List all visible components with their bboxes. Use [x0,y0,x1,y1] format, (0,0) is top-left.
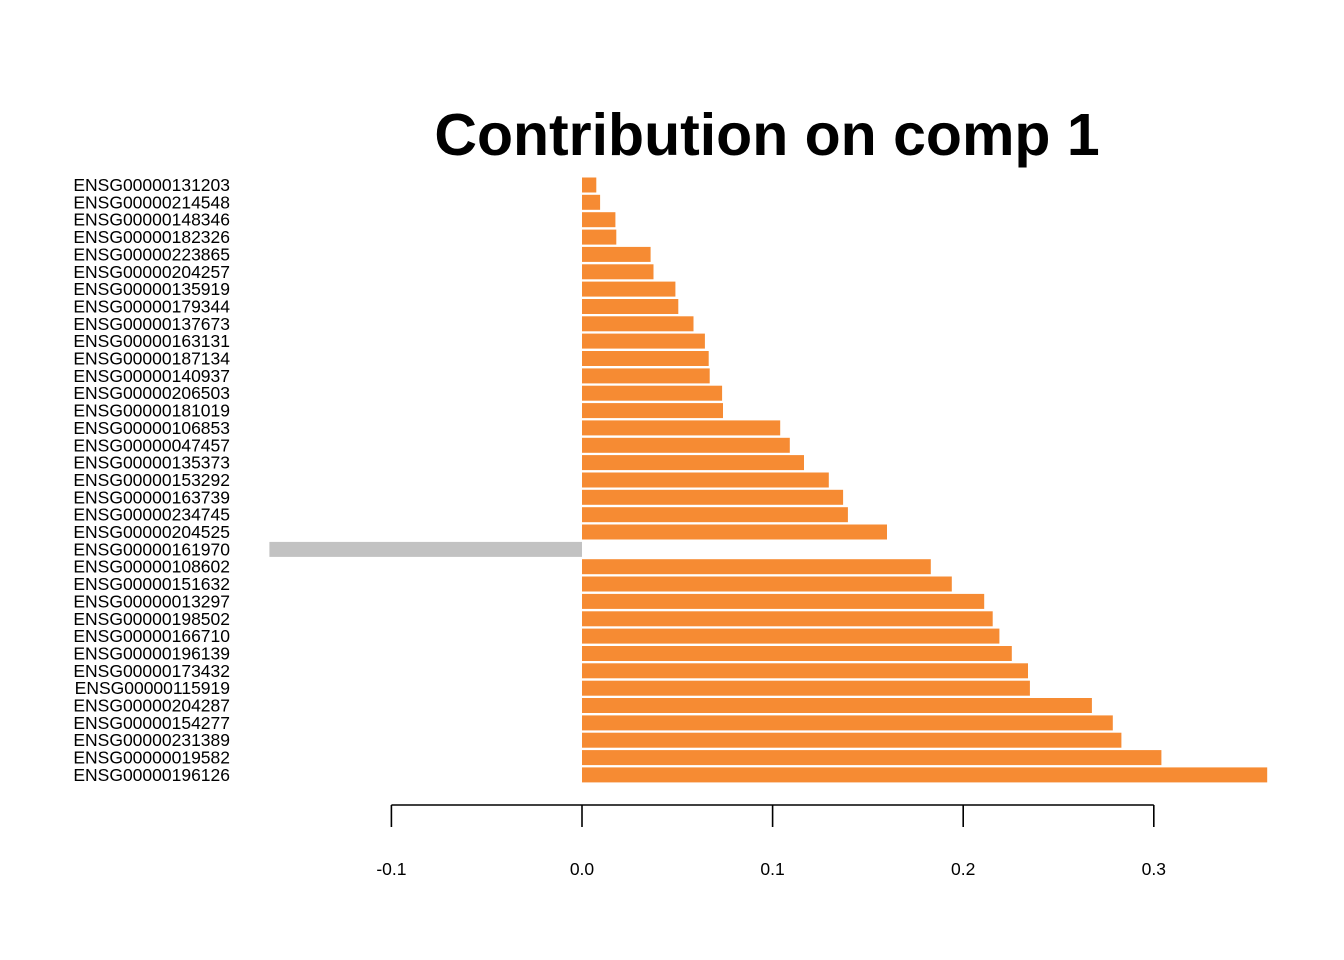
bar-ENSG00000187134 [582,351,709,366]
category-label: ENSG00000234745 [73,505,230,525]
bar-ENSG00000163131 [582,333,705,349]
category-label: ENSG00000154277 [73,713,230,733]
bar-ENSG00000135919 [582,281,676,297]
x-tick-label: -0.1 [376,859,406,879]
category-label: ENSG00000179344 [73,297,230,317]
category-label: ENSG00000196126 [73,765,230,785]
bar-ENSG00000151632 [582,576,952,592]
bar-ENSG00000223865 [582,246,651,262]
category-label: ENSG00000187134 [73,349,230,369]
category-label: ENSG00000198502 [73,609,230,629]
category-labels: ENSG00000131203ENSG00000214548ENSG000001… [73,175,230,785]
category-label: ENSG00000131203 [73,175,230,195]
category-label: ENSG00000137673 [73,314,230,334]
category-label: ENSG00000106853 [73,418,230,438]
bar-ENSG00000106853 [582,420,781,436]
category-label: ENSG00000181019 [73,401,230,421]
category-label: ENSG00000204287 [73,696,230,716]
category-label: ENSG00000140937 [73,366,230,386]
bar-ENSG00000013297 [582,593,985,609]
category-label: ENSG00000135919 [73,279,230,299]
bar-ENSG00000047457 [582,437,790,453]
bar-ENSG00000231389 [582,732,1122,748]
bar-ENSG00000019582 [582,750,1162,766]
bar-ENSG00000181019 [582,403,723,419]
category-label: ENSG00000013297 [73,591,230,611]
bar-ENSG00000204287 [582,698,1092,713]
x-tick-label: 0.1 [760,859,784,879]
bar-ENSG00000115919 [582,680,1030,696]
bar-ENSG00000204257 [582,264,654,280]
bar-ENSG00000166710 [582,628,1000,644]
bar-ENSG00000161970 [269,541,582,557]
chart-title: Contribution on comp 1 [434,102,1099,168]
bar-ENSG00000137673 [582,316,694,332]
category-label: ENSG00000204525 [73,522,230,542]
category-label: ENSG00000166710 [73,626,230,646]
category-label: ENSG00000153292 [73,470,230,490]
category-label: ENSG00000196139 [73,644,230,664]
category-label: ENSG00000108602 [73,557,230,577]
category-label: ENSG00000135373 [73,453,230,473]
category-label: ENSG00000173432 [73,661,230,681]
category-label: ENSG00000204257 [73,262,230,282]
x-tick-label: 0.2 [951,859,975,879]
bar-ENSG00000173432 [582,663,1028,679]
category-label: ENSG00000182326 [73,227,230,247]
category-label: ENSG00000151632 [73,574,230,594]
category-label: ENSG00000115919 [75,678,230,698]
x-tick-label: 0.0 [570,859,595,879]
bar-ENSG00000206503 [582,385,723,401]
category-label: ENSG00000148346 [73,210,230,230]
category-label: ENSG00000163131 [73,331,230,351]
category-label: ENSG00000019582 [73,748,230,768]
category-label: ENSG00000163739 [73,487,230,507]
bars-group [269,177,1268,783]
bar-ENSG00000140937 [582,368,710,384]
bar-ENSG00000131203 [582,177,597,193]
bar-ENSG00000234745 [582,507,848,523]
bar-ENSG00000198502 [582,611,993,627]
x-tick-label: 0.3 [1142,859,1166,879]
category-label: ENSG00000047457 [73,435,230,455]
bar-ENSG00000153292 [582,472,829,488]
bar-ENSG00000108602 [582,559,931,575]
bar-ENSG00000196139 [582,646,1012,661]
bar-ENSG00000154277 [582,715,1113,731]
category-label: ENSG00000231389 [73,730,230,750]
bar-ENSG00000148346 [582,212,616,228]
bar-ENSG00000179344 [582,299,679,314]
bar-ENSG00000182326 [582,229,617,245]
category-label: ENSG00000223865 [73,244,230,264]
bar-ENSG00000163739 [582,489,844,505]
x-axis: -0.1 0.0 0.1 0.2 0.3 [376,804,1166,879]
bar-ENSG00000204525 [582,524,887,540]
category-label: ENSG00000161970 [73,539,230,559]
bar-ENSG00000214548 [582,194,601,210]
category-label: ENSG00000206503 [73,383,230,403]
category-label: ENSG00000214548 [73,192,230,212]
bar-ENSG00000135373 [582,455,804,471]
bar-ENSG00000196126 [582,767,1268,783]
